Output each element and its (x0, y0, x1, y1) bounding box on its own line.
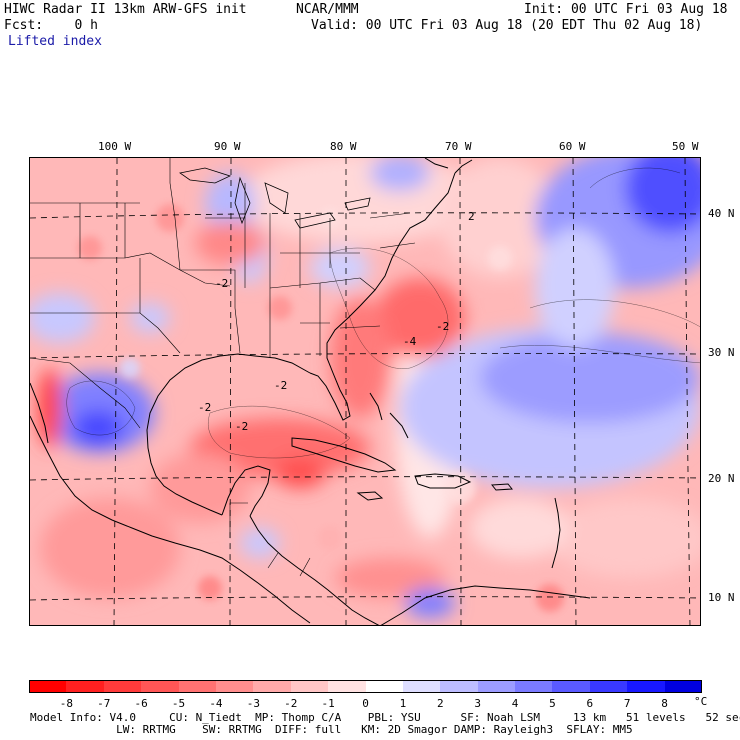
colorbar-tick-label: -6 (134, 697, 148, 710)
colorbar-swatch (178, 680, 217, 693)
contour-label: -2 (235, 420, 249, 433)
great-lakes (179, 167, 371, 229)
colorbar-tick-label: 8 (661, 697, 668, 710)
init-time: Init: 00 UTC Fri 03 Aug 18 (524, 2, 728, 17)
contour-label: -2 (215, 277, 229, 290)
field-detail (78, 204, 564, 612)
model-info-line2: LW: RRTMG SW: RRTMG DIFF: full KM: 2D Sm… (30, 723, 633, 736)
lat-label: 30 N (708, 346, 735, 359)
colorbar-swatch (253, 680, 292, 693)
map-canvas (30, 158, 700, 625)
colorbar-swatch (141, 680, 180, 693)
contour-label: 2 (468, 210, 475, 223)
field-name: Lifted index (8, 34, 102, 49)
colorbar-swatch (664, 680, 703, 693)
political-borders (30, 158, 416, 577)
contour-label: -4 (403, 335, 417, 348)
colorbar-swatch (328, 680, 366, 693)
colorbar-tick-label: 5 (549, 697, 556, 710)
latlon-grid (30, 158, 700, 625)
valid-time: Valid: 00 UTC Fri 03 Aug 18 (20 EDT Thu … (311, 18, 703, 33)
colorbar-swatch (66, 680, 105, 693)
colorbar-tick-label: -7 (97, 697, 111, 710)
colorbar-swatch (440, 680, 479, 693)
colorbar-swatch (215, 680, 254, 693)
org-label: NCAR/MMM (296, 2, 359, 17)
contour-label: -2 (436, 320, 450, 333)
forecast-hour: Fcst: 0 h (4, 18, 98, 33)
colorbar-swatch (103, 680, 142, 693)
colorbar-swatch (365, 680, 404, 693)
lon-label: 80 W (330, 140, 357, 153)
colorbar-tick-label: -4 (209, 697, 223, 710)
lat-label: 40 N (708, 207, 735, 220)
model-title: HIWC Radar II 13km ARW-GFS init (4, 2, 247, 17)
colorbar-unit: °C (694, 695, 708, 708)
colorbar-swatch (515, 680, 553, 693)
lon-label: 50 W (672, 140, 699, 153)
colorbar-tick-label: -1 (321, 697, 335, 710)
lon-label: 90 W (214, 140, 241, 153)
colorbar-tick-label: 2 (436, 697, 444, 710)
colorbar-tick-label: -3 (246, 697, 260, 710)
colorbar-swatch (477, 680, 516, 693)
colorbar-swatch (589, 680, 628, 693)
colorbar-tick-label: -2 (284, 697, 298, 710)
colorbar-tick-label: -8 (59, 697, 73, 710)
colorbar-swatch (627, 680, 666, 693)
contour-label: -2 (274, 379, 288, 392)
lon-label: 70 W (445, 140, 472, 153)
colorbar-tick-label: 3 (474, 697, 481, 710)
colorbar-tick-label: -5 (171, 697, 186, 710)
lon-label: 100 W (98, 140, 132, 153)
colorbar-swatch (290, 680, 329, 693)
colorbar-swatch (29, 680, 67, 693)
lat-label: 20 N (708, 472, 735, 485)
lat-label: 10 N (708, 591, 735, 604)
lon-label: 60 W (559, 140, 586, 153)
colorbar-border (29, 680, 702, 693)
lifted-index-map: -2 -2 -2 -2 -4 -2 2 (29, 157, 701, 626)
colorbar-tick-label: 7 (623, 697, 631, 710)
coastlines (30, 158, 591, 625)
field-shading (30, 158, 700, 618)
colorbar-swatch (552, 680, 591, 693)
colorbar-tick-label: 6 (586, 697, 594, 710)
colorbar-swatch (402, 680, 441, 693)
colorbar-tick-label: 0 (362, 697, 369, 710)
colorbar-tick-label: 1 (399, 697, 407, 710)
colorbar-tick-label: 4 (511, 697, 519, 710)
model-info-line1: Model Info: V4.0 CU: N_Tiedt MP: Thomp C… (30, 711, 740, 724)
contour-label: -2 (198, 401, 212, 414)
